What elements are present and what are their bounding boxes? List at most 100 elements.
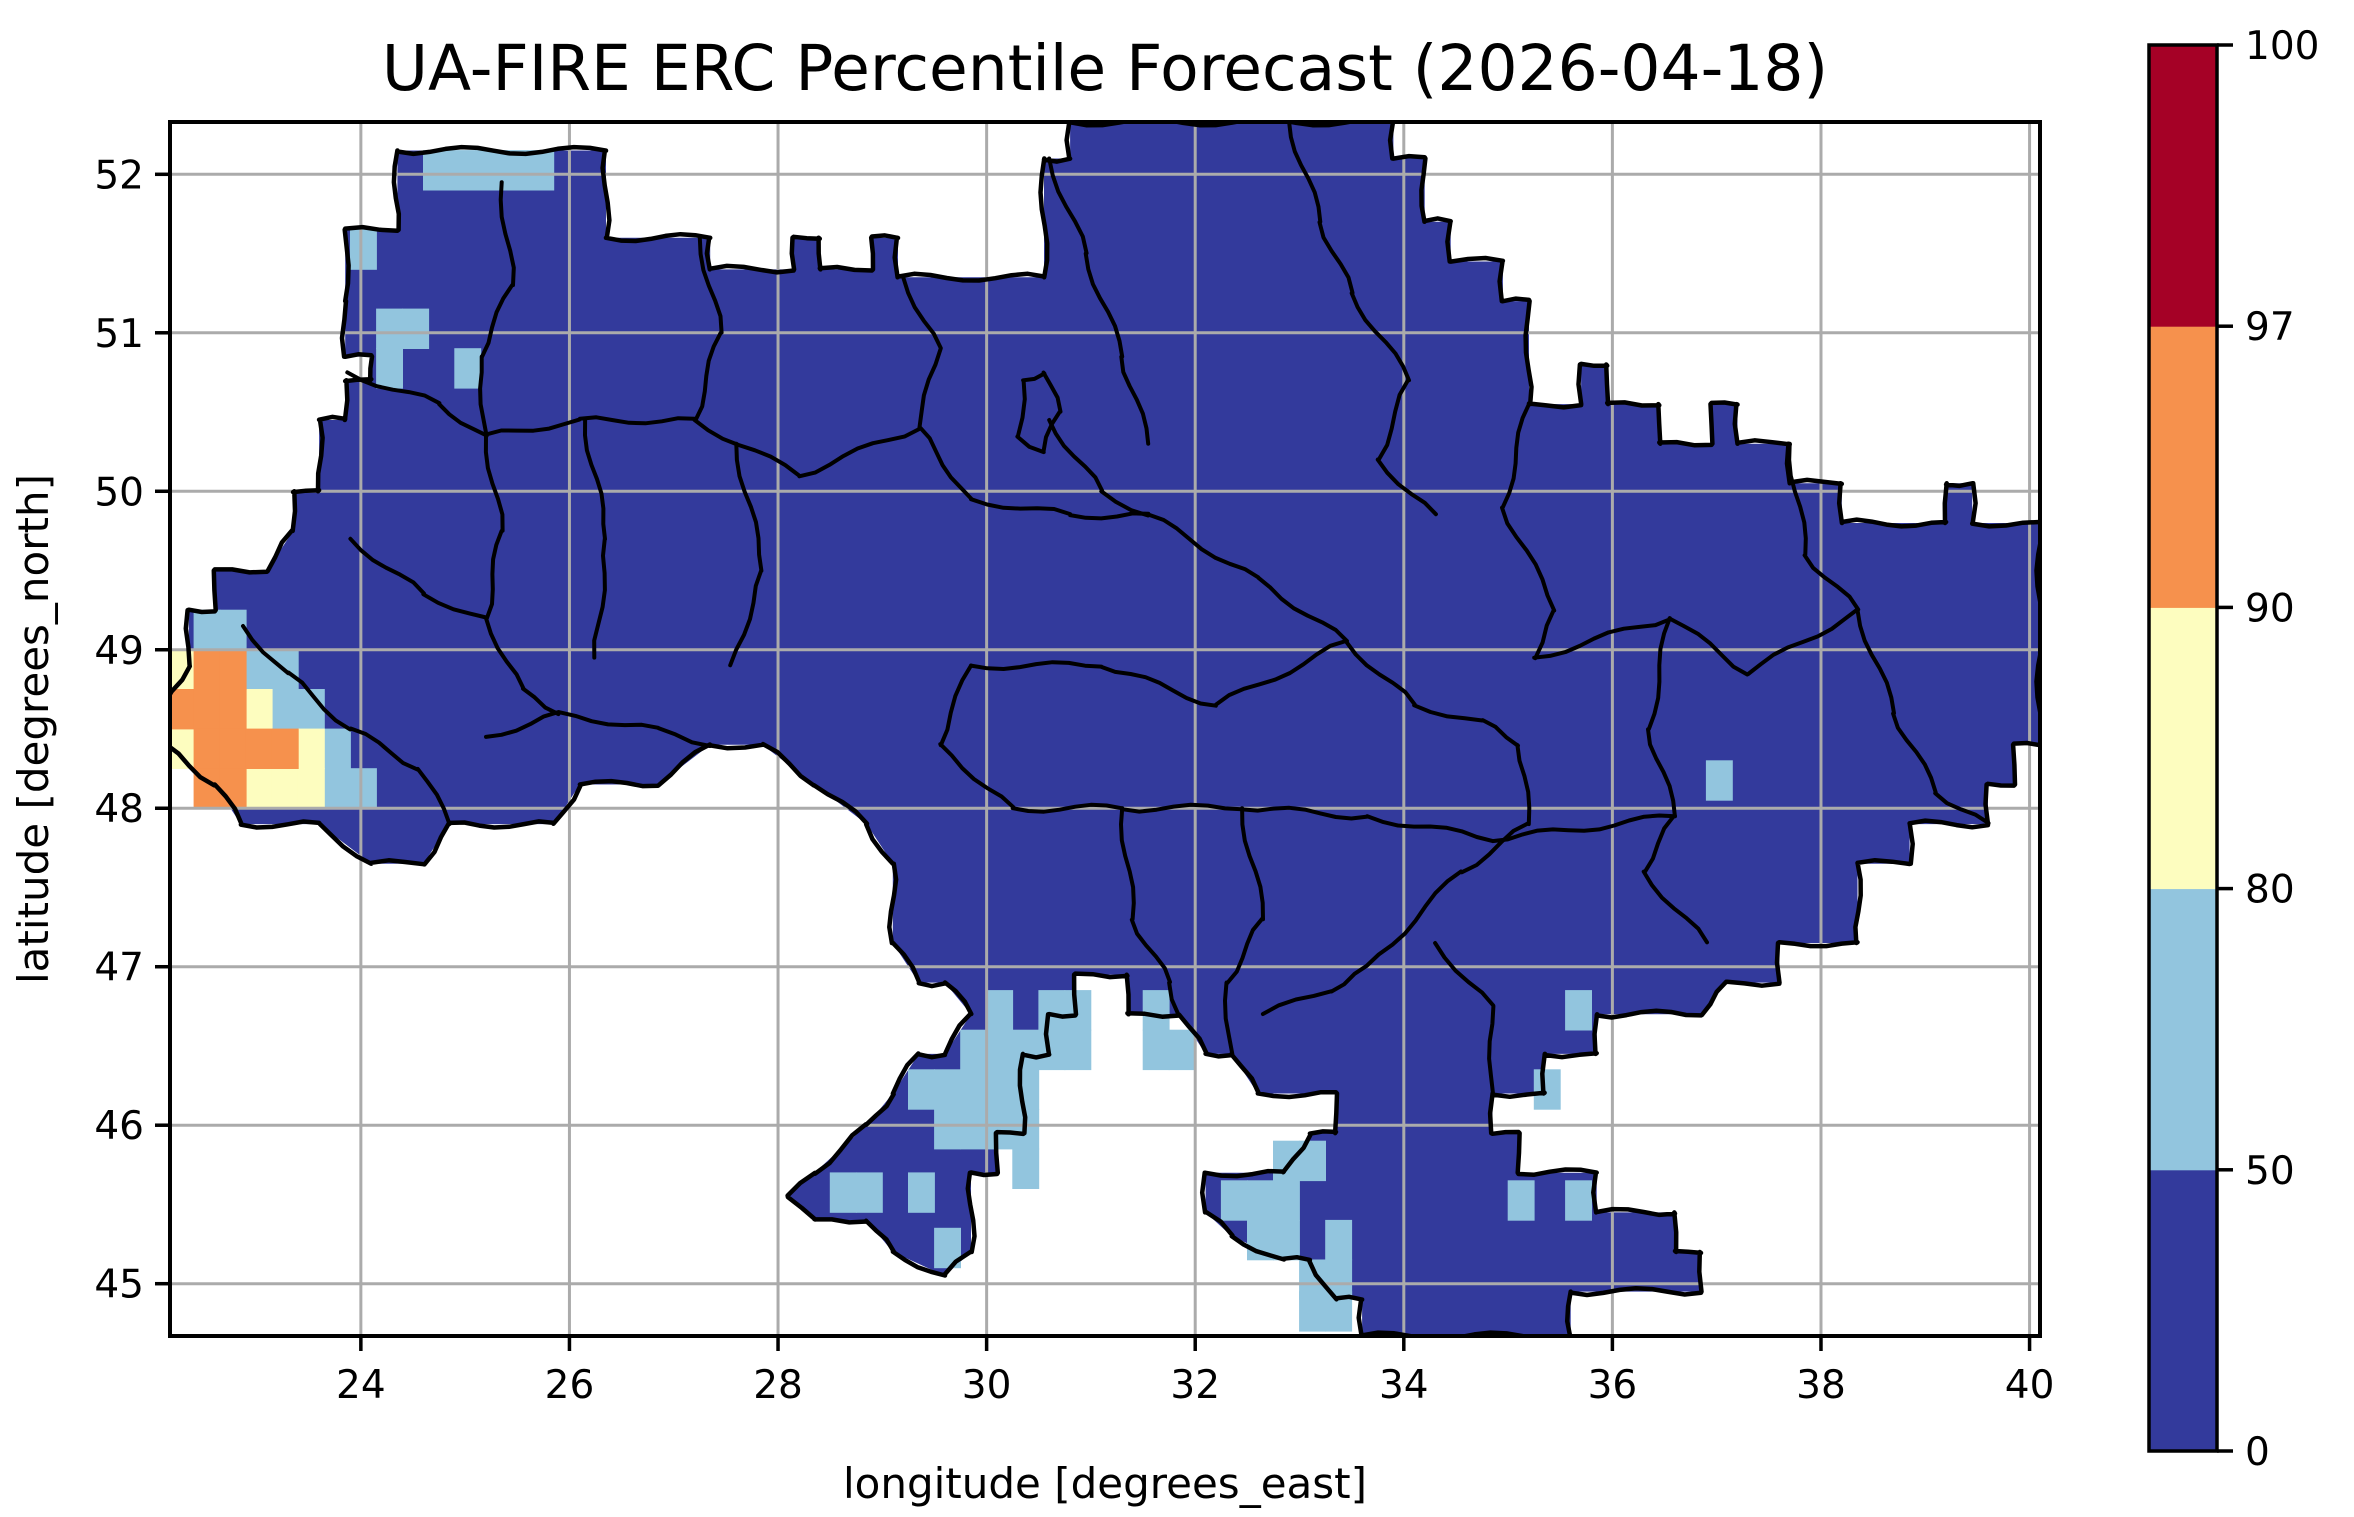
oblast-border [478,180,516,438]
map-cell-50-80 [1565,990,1592,1031]
x-tick-label: 36 [1588,1363,1638,1408]
oblast-border [583,418,607,660]
map-cell-50-80 [1012,1148,1040,1189]
map-cell-50-80 [908,1172,935,1213]
oblast-border [969,639,1348,708]
map-cell-50-80 [454,348,482,389]
oblast-border [345,370,697,438]
oblast-border [241,624,452,827]
colorbar-segment [2149,888,2217,1171]
oblast-border [1119,806,1181,1017]
map-cell-50-80 [986,1069,1014,1110]
y-tick-label: 49 [94,629,144,674]
colorbar-tick-label: 100 [2245,24,2319,69]
oblast-border [483,433,505,621]
colorbar-tick-label: 50 [2245,1149,2295,1194]
colorbar-tick-label: 0 [2245,1430,2270,1475]
map-cell-50-80 [1142,1029,1170,1071]
oblast-border [938,663,1016,810]
map-cell-90-97 [219,728,247,769]
y-tick-label: 47 [94,946,144,991]
map-cell-50-80 [960,1069,988,1110]
map-cell-50-80 [1273,1140,1300,1182]
colorbar-frame [2147,43,2219,1453]
map-cell-90-97 [219,689,247,730]
map-cell-50-80 [934,1069,961,1110]
map-cell-80-90 [297,728,325,769]
oblast-border [348,536,489,620]
map-cell-50-80 [193,609,221,651]
axes-layer: 24 26 28 30 32 34 36 38 40 45 46 47 48 49 50 51 52 [94,120,2055,1408]
map-cell-90-97 [170,689,195,730]
map-cell-50-80 [423,150,450,191]
colorbar-tick-label: 90 [2245,586,2295,631]
map-cell-50-80 [475,150,503,191]
map-cell-50-80 [501,150,529,191]
map-cell-50-80 [271,689,299,730]
oblast-border [1015,370,1063,455]
map-cell-50-80 [350,768,377,809]
oblast-border [1532,607,1860,677]
map-cell-50-80 [1038,990,1066,1031]
oblast-border [901,275,974,501]
oblast-border [1223,806,1265,1056]
country-border [170,122,2040,1336]
map-cell-80-90 [245,689,273,730]
oblast-border [484,616,561,717]
map-cell-90-97 [193,728,221,769]
map-cell-50-80 [1064,1029,1092,1071]
plot-frame [168,120,2042,1338]
oblast-border [1010,802,1370,821]
y-tick-label: 51 [94,312,144,357]
map-cell-50-80 [1273,1219,1300,1261]
x-axis-label: longitude [degrees_east] [843,1459,1367,1508]
map-cell-50-80 [1247,1180,1274,1221]
colorbar-tick-label: 80 [2245,868,2295,913]
y-tick-label: 52 [94,153,144,198]
map-cell-50-80 [376,308,403,349]
map-cell-50-80 [449,150,476,191]
colorbar: 0 50 80 90 97 100 [2147,24,2319,1475]
chart-title: UA-FIRE ERC Percentile Forecast (2026-04… [382,32,1828,105]
x-tick-label: 40 [2005,1363,2055,1408]
map-cell-50-80 [1565,1180,1592,1221]
map-cell-50-80 [829,1172,857,1213]
colorbar-segment [2149,326,2217,608]
oblast-border [1641,869,1709,945]
oblast-border [692,418,922,479]
map-cell-90-97 [193,689,221,730]
oblast-border [1047,156,1151,446]
x-tick-label: 32 [1170,1363,1220,1408]
oblast-border [1365,813,1677,844]
oblast-border [1855,608,1991,826]
map-cell-50-80 [1038,1029,1066,1071]
map-cell-50-80 [1220,1180,1248,1221]
map-cell-50-80 [934,1109,961,1150]
map-cell-50-80 [986,1109,1014,1150]
map-cell-50-80 [855,1172,883,1213]
map-cell-50-80 [1168,1029,1196,1071]
oblast-border [1787,441,1861,612]
x-tick-label: 34 [1379,1363,1429,1408]
map-cell-50-80 [402,308,430,349]
map-cell-80-90 [297,768,325,809]
map-cell-50-80 [219,609,247,651]
y-tick-label: 46 [94,1104,144,1149]
x-tick-label: 24 [336,1363,386,1408]
y-tick-label: 48 [94,787,144,832]
map-cell-50-80 [986,1029,1014,1071]
map-cell-50-80 [1533,1069,1561,1110]
map-cell-50-80 [1299,1291,1326,1332]
x-tick-label: 38 [1796,1363,1846,1408]
x-tick-label: 30 [962,1363,1012,1408]
map-cell-90-97 [271,728,299,769]
map-cell-50-80 [324,768,351,809]
oblast-border [728,441,764,668]
oblast-border [1047,418,1532,1016]
oblast-border [1287,122,1355,295]
map-cell-50-80 [527,150,555,191]
oblast-border [693,235,724,423]
map-cell-80-90 [271,768,299,809]
